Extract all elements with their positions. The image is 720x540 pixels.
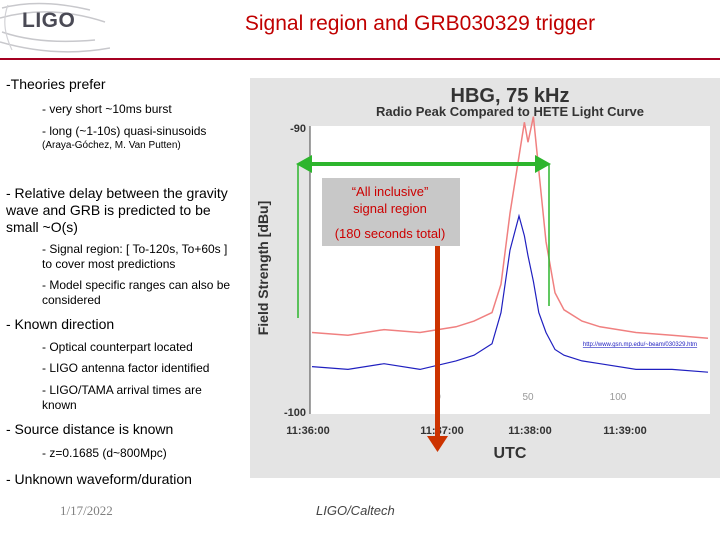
slide-title: Signal region and GRB030329 trigger bbox=[244, 12, 596, 35]
x-tick-label: 11:37:00 bbox=[420, 425, 463, 437]
bullet-signal-region-line1: - Signal region: [ To-120s, To+60s ] bbox=[42, 242, 228, 256]
bullet-antenna-factor: - LIGO antenna factor identified bbox=[42, 361, 210, 375]
bullet-model-line2: considered bbox=[42, 293, 101, 307]
arrow-right-head-icon bbox=[535, 155, 551, 173]
bullet-redshift: - z=0.1685 (d~800Mpc) bbox=[42, 446, 167, 460]
note-line2: signal region bbox=[353, 201, 427, 216]
bullet-optical-counterpart: - Optical counterpart located bbox=[42, 340, 193, 354]
ligo-logo: LIGO bbox=[22, 9, 76, 32]
bullet-delay-line2: wave and GRB is predicted to be bbox=[6, 202, 211, 218]
signal-region-note-box bbox=[322, 178, 460, 246]
trigger-arrow-head-icon bbox=[427, 436, 448, 452]
bullet-unknown-waveform: - Unknown waveform/duration bbox=[6, 471, 192, 487]
bullet-arrival-line1: - LIGO/TAMA arrival times are bbox=[42, 383, 202, 397]
inner-tick-label: 100 bbox=[610, 392, 627, 403]
y-tick-label: -100 bbox=[284, 407, 306, 419]
chart-plot-area bbox=[310, 126, 710, 414]
note-line1: “All inclusive” bbox=[352, 184, 429, 199]
bullet-known-direction: - Known direction bbox=[6, 316, 115, 332]
trigger-arrow-shaft bbox=[435, 246, 440, 441]
inner-tick-label: 50 bbox=[522, 392, 534, 403]
bullet-delay-line1: - Relative delay between the gravity bbox=[6, 185, 228, 201]
chart-subtitle: Radio Peak Compared to HETE Light Curve bbox=[376, 104, 644, 119]
x-tick-label: 11:38:00 bbox=[508, 425, 551, 437]
footer-date: 1/17/2022 bbox=[60, 503, 113, 518]
bullet-theories: -Theories prefer bbox=[6, 76, 106, 92]
arrow-left-head-icon bbox=[296, 155, 312, 173]
chart-y-axis-label: Field Strength [dBu] bbox=[255, 201, 271, 336]
bullet-model-line1: - Model specific ranges can also be bbox=[42, 278, 231, 292]
ligo-logo-swirl-icon bbox=[0, 2, 110, 53]
footer-organization: LIGO/Caltech bbox=[316, 503, 395, 518]
bullet-arrival-line2: known bbox=[42, 398, 77, 412]
bullet-theories-short: - very short ~10ms burst bbox=[42, 102, 172, 116]
y-tick-label: -90 bbox=[290, 123, 306, 135]
title-rule bbox=[0, 58, 720, 60]
chart-x-axis-label: UTC bbox=[494, 445, 527, 462]
x-tick-label: 11:36:00 bbox=[286, 425, 329, 437]
bullet-source-distance: - Source distance is known bbox=[6, 421, 174, 437]
bullet-theories-long: - long (~1-10s) quasi-sinusoids bbox=[42, 124, 207, 138]
hbg-radio-chart: HBG, 75 kHz Radio Peak Compared to HETE … bbox=[250, 78, 720, 478]
x-tick-label: 11:39:00 bbox=[603, 425, 646, 437]
chart-title: HBG, 75 kHz bbox=[451, 85, 570, 107]
bullet-delay-line3: small ~O(s) bbox=[6, 219, 78, 235]
bullet-signal-region-line2: to cover most predictions bbox=[42, 257, 176, 271]
source-url-label: http://www.gsn.mp.edu/~beam/030329.htm bbox=[583, 342, 697, 348]
note-line3: (180 seconds total) bbox=[335, 226, 446, 241]
bullet-theories-reference: (Araya-Góchez, M. Van Putten) bbox=[42, 140, 181, 151]
